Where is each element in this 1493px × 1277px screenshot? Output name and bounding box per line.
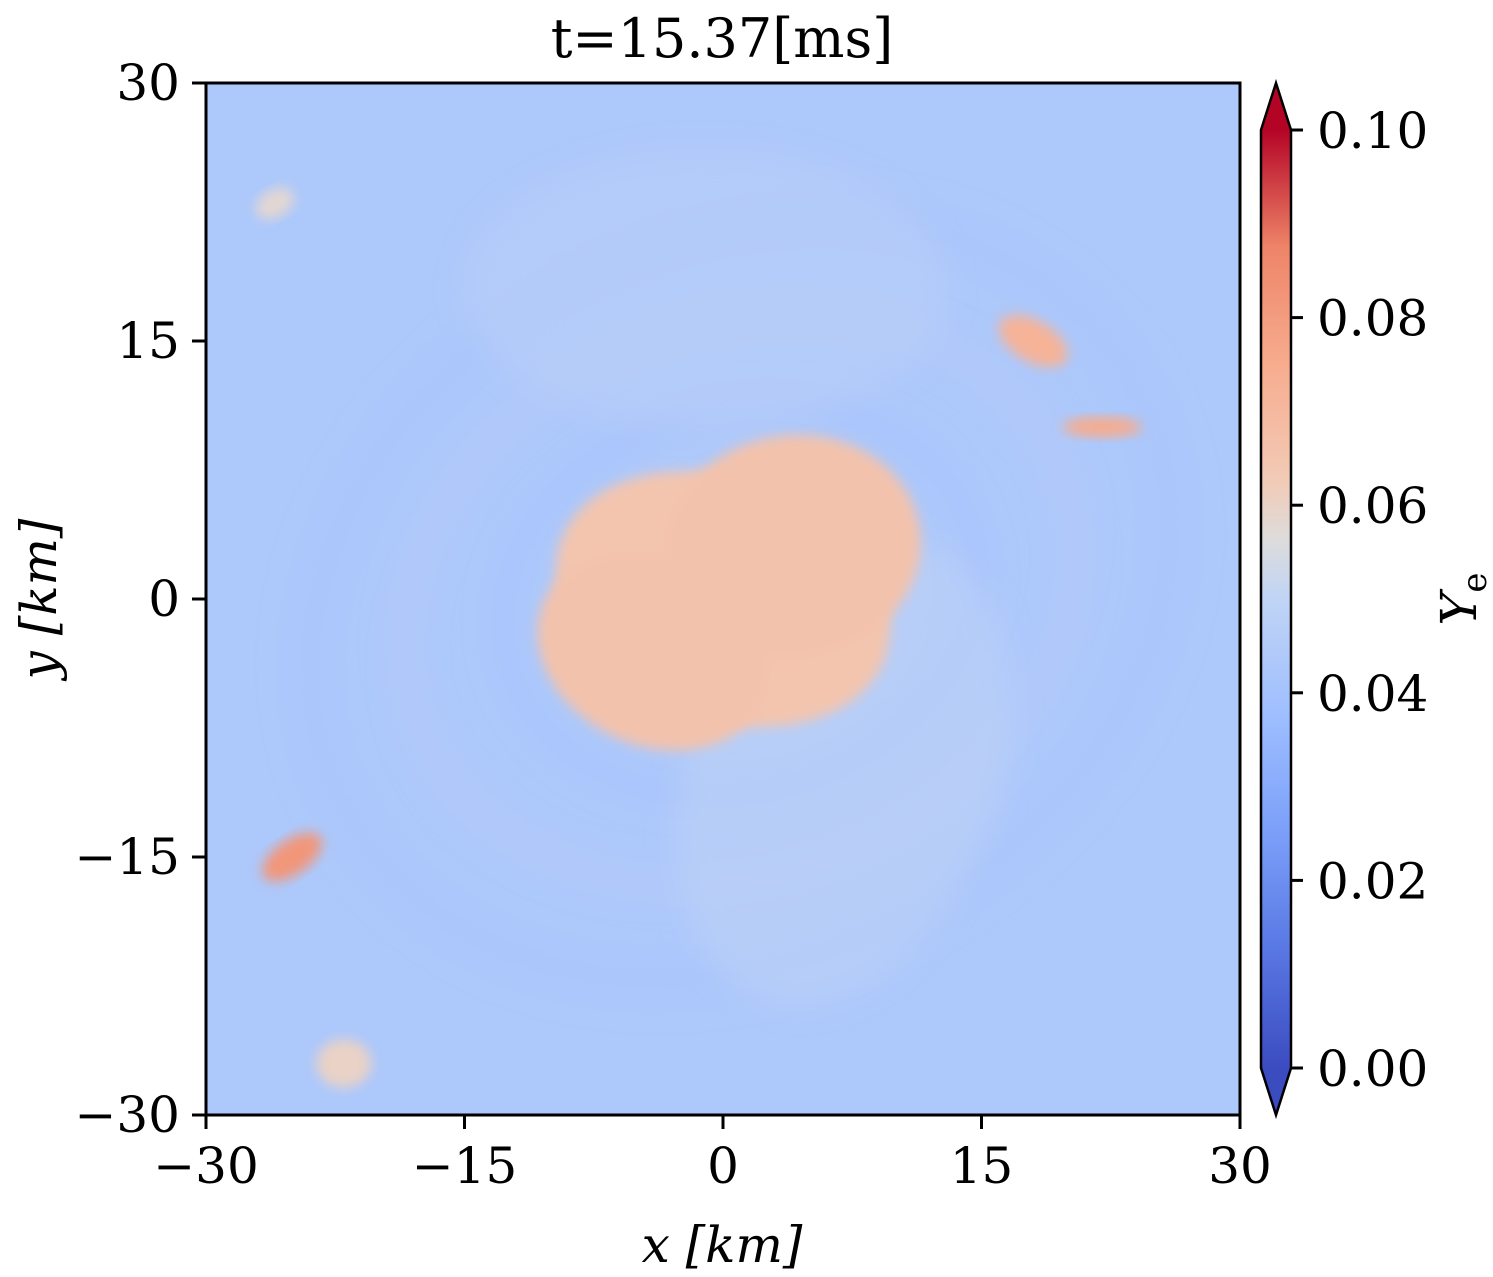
colorbar-tick-label: 0.04 [1317, 665, 1428, 723]
colorbar-tick-label: 0.08 [1317, 290, 1428, 348]
y-tick-label: −30 [74, 1086, 180, 1144]
x-tick-label: −30 [153, 1137, 259, 1195]
heatmap-feature-clump-top-left [255, 187, 295, 220]
colorbar-tick-label: 0.02 [1317, 852, 1428, 910]
y-tick-label: 0 [148, 570, 180, 628]
colorbar-tick-label: 0.10 [1317, 102, 1428, 160]
colorbar-extend-max [1261, 83, 1291, 130]
colorbar-extend-min [1261, 1068, 1291, 1115]
x-tick-label: 0 [707, 1137, 739, 1195]
colorbar-ticks: 0.00 0.02 0.04 0.06 0.08 0.10 [1291, 102, 1428, 1098]
x-axis: −30 −15 0 15 30 [153, 1115, 1272, 1195]
y-axis-label: y [km] [10, 518, 68, 681]
heatmap-feature-clump-bottom-left [316, 1039, 372, 1088]
heatmap-feature-spiral-arm-upper-right [998, 314, 1068, 368]
plot-area [206, 83, 1240, 1115]
chart-title: t=15.37[ms] [551, 7, 894, 70]
y-tick-label: −15 [74, 828, 180, 886]
x-tick-label: −15 [412, 1137, 518, 1195]
heatmap-feature-clump-right [1062, 416, 1142, 438]
y-axis: −30 −15 0 15 30 [74, 54, 206, 1144]
heatmap-feature-core-lobe-left [537, 550, 771, 751]
x-tick-label: 15 [950, 1137, 1014, 1195]
heatmap-field [255, 151, 1194, 1088]
grey-upper-band [464, 151, 948, 428]
colorbar-label-main: Y [1430, 589, 1488, 626]
colorbar-label-sub: e [1455, 572, 1493, 592]
x-axis-label: x [km] [642, 1216, 803, 1274]
colorbar-label: Ye [1430, 572, 1493, 625]
y-tick-label: 15 [116, 312, 180, 370]
colorbar: 0.00 0.02 0.04 0.06 0.08 0.10 Ye [1259, 78, 1493, 1120]
y-tick-label: 30 [116, 54, 180, 112]
colorbar-body [1261, 130, 1291, 1068]
heatmap-feature-clump-lower-left [262, 832, 323, 882]
x-tick-label: 30 [1208, 1137, 1272, 1195]
colorbar-tick-label: 0.06 [1317, 477, 1428, 535]
colorbar-tick-label: 0.00 [1317, 1040, 1428, 1098]
